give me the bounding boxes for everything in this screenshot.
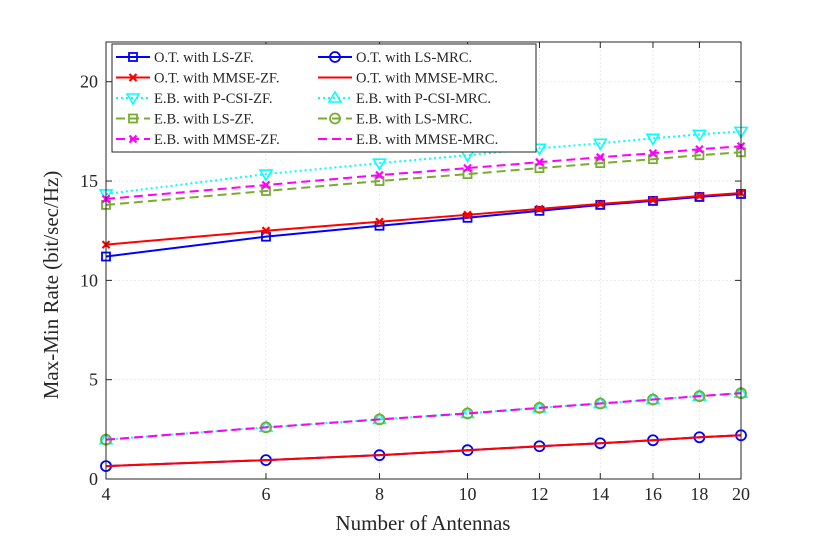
y-tick-label: 10 [80,270,98,290]
marker-triangle-up [258,419,274,433]
marker-x [375,170,384,180]
marker-triangle-down [645,133,661,146]
y-tick-label: 20 [80,72,98,92]
y-tick-label: 15 [80,171,98,191]
legend-entry-1: O.T. with LS-ZF. [116,50,254,66]
marker-x [128,134,138,144]
legend-entry-7: O.T. with MMSE-MRC. [318,71,498,87]
marker-square [595,158,606,169]
marker-x [375,217,384,227]
legend-label: O.T. with LS-MRC. [356,50,472,66]
plot-area [98,126,749,472]
series-line [105,130,742,195]
legend-entry-4: E.B. with LS-ZF. [116,112,254,128]
x-tick-label: 16 [644,484,662,504]
axes-box [105,41,742,480]
x-tick-label: 18 [690,484,708,504]
x-tick-label: 10 [459,484,477,504]
marker-x [463,210,472,220]
series-5 [101,142,746,204]
marker-triangle-up [692,388,707,401]
legend-entry-6: O.T. with LS-MRC. [318,50,472,66]
marker-square [261,186,271,196]
legend-label: E.B. with P-CSI-ZF. [154,91,272,107]
series-7 [105,434,742,468]
marker-square [648,154,658,165]
marker-square [534,163,545,174]
marker-circle [329,51,341,63]
series-2 [101,188,746,249]
marker-square [128,113,138,124]
legend-label: E.B. with MMSE-ZF. [154,132,280,148]
marker-x [595,152,605,162]
marker-x [695,191,704,201]
marker-x [128,73,138,82]
x-tick-label: 4 [102,484,111,504]
series-line [105,434,742,468]
marker-triangle-up [372,411,387,425]
marker-triangle-down [372,158,387,171]
x-tick-label: 6 [261,484,270,504]
legend-label: E.B. with MMSE-MRC. [356,132,498,148]
marker-square [374,176,385,186]
marker-x [535,157,544,167]
marker-square [261,231,271,242]
series-line [105,392,742,441]
marker-x [695,144,704,154]
legend-label: O.T. with MMSE-MRC. [356,71,498,87]
x-tick-label: 20 [732,484,750,504]
marker-x [261,226,271,235]
legend: O.T. with LS-ZF. O.T. with MMSE-ZF. E.B. w… [111,43,537,153]
legend-entry-3: E.B. with P-CSI-ZF. [116,91,272,107]
x-axis-label: Number of Antennas [336,511,511,535]
series-10 [105,392,742,441]
legend-entry-10: E.B. with MMSE-MRC. [318,132,498,148]
legend-entry-5: E.B. with MMSE-ZF. [116,132,280,148]
x-tick-label: 8 [375,484,384,504]
marker-x [261,180,271,190]
marker-triangle-down [592,138,608,151]
marker-circle [329,112,341,125]
y-tick-label: 5 [89,370,98,390]
legend-entry-8: E.B. with P-CSI-MRC. [318,90,491,107]
legend-entry-9: E.B. with LS-MRC. [318,112,472,128]
marker-x [463,163,472,173]
series-line [105,151,742,206]
marker-triangle-down [692,129,707,142]
marker-x [535,204,544,214]
legend-label: E.B. with LS-MRC. [356,112,472,128]
y-tick-label: 0 [89,469,98,489]
x-tick-label: 12 [530,484,548,504]
legend-label: O.T. with MMSE-ZF. [154,71,279,87]
marker-square [534,205,545,216]
marker-x [595,199,605,209]
x-tick-label: 14 [591,484,609,504]
marker-x [648,148,658,158]
legend-label: E.B. with LS-ZF. [154,112,254,128]
legend-label: E.B. with P-CSI-MRC. [356,91,491,107]
marker-triangle-down [258,169,274,182]
marker-triangle-down [125,93,141,106]
marker-square [128,52,138,62]
legend-entry-2: O.T. with MMSE-ZF. [116,71,279,87]
series-4 [101,147,746,210]
y-axis-label: Max-Min Rate (bit/sec/Hz) [39,171,63,400]
marker-square [462,169,473,179]
legend-label: O.T. with LS-ZF. [154,50,254,66]
marker-x [648,195,658,205]
marker-square [694,150,705,161]
marker-triangle-up [327,90,343,103]
